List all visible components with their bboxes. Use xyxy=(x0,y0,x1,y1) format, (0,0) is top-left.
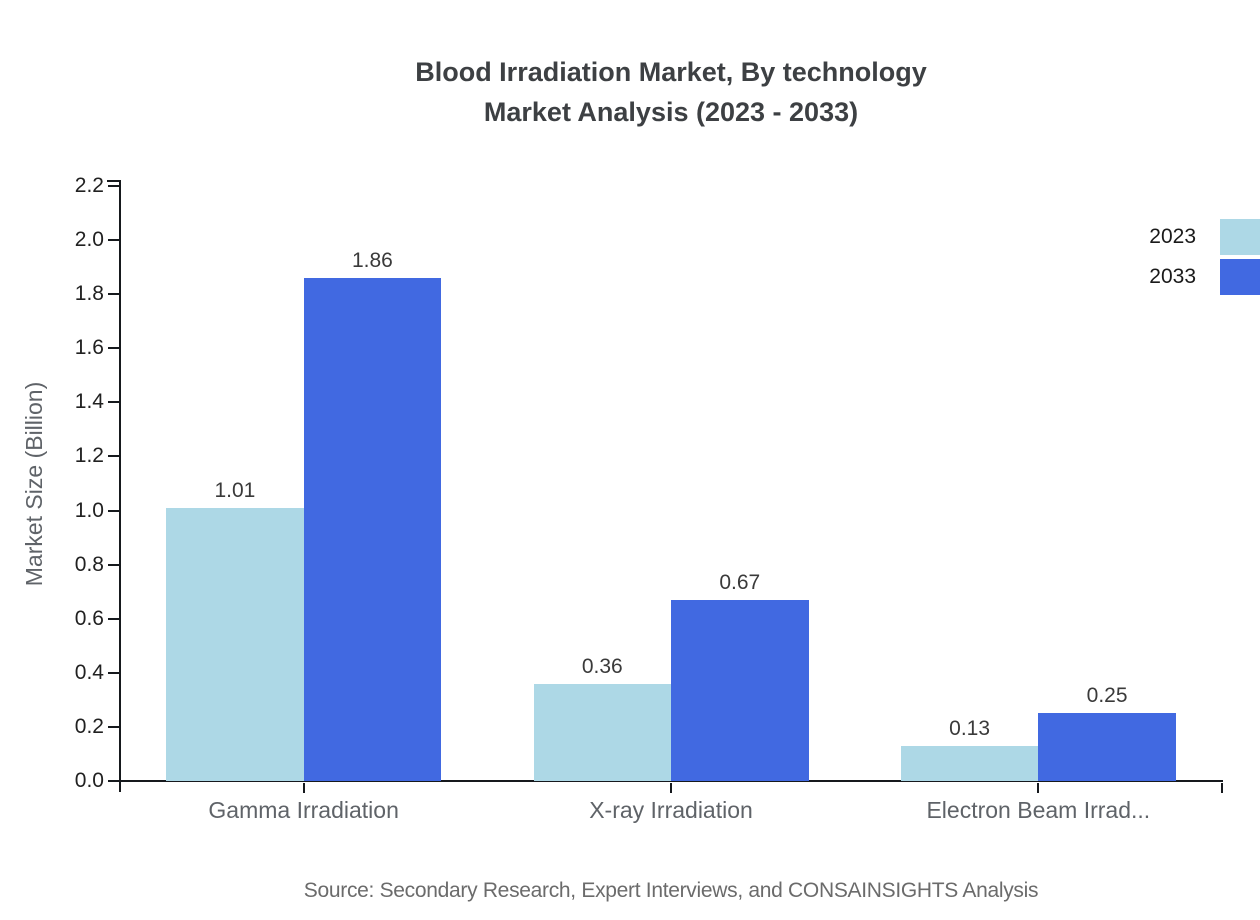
x-axis-category-label: Electron Beam Irrad... xyxy=(926,797,1151,823)
legend-label-2023: 2023 xyxy=(1149,225,1196,248)
bar-2023-Gamma Irradiation xyxy=(166,507,304,781)
x-axis-line xyxy=(108,780,1223,782)
bar-value-label: 0.36 xyxy=(581,654,623,678)
bar-value-label: 0.25 xyxy=(1086,684,1128,708)
y-axis-tick-label: 0.4 xyxy=(74,660,104,684)
y-axis-tick-label: 1.8 xyxy=(74,282,104,306)
y-axis-tick xyxy=(108,293,120,296)
y-axis-tick xyxy=(108,563,120,566)
y-axis-tick xyxy=(108,455,120,458)
bar-2033-Gamma Irradiation xyxy=(303,277,442,781)
legend-swatch-2023-icon xyxy=(1220,219,1260,255)
y-axis-tick-label: 1.0 xyxy=(74,498,104,522)
y-axis-tick-label: 0.2 xyxy=(74,714,104,738)
y-axis-tick xyxy=(108,401,120,404)
y-axis-tick xyxy=(108,347,120,350)
bar-value-label: 1.86 xyxy=(351,248,393,272)
x-axis-end-tick-right xyxy=(1221,783,1223,793)
bar-value-label: 0.67 xyxy=(719,570,761,594)
y-axis-tick xyxy=(108,617,120,620)
x-axis-category-label: Gamma Irradiation xyxy=(208,797,399,823)
y-axis-tick-label: 1.4 xyxy=(74,390,104,414)
y-axis-tick-label: 2.2 xyxy=(74,174,104,197)
y-axis-tick-label: 0.6 xyxy=(74,606,104,630)
y-axis-top-cap xyxy=(107,180,121,182)
x-axis-tick xyxy=(1037,783,1040,793)
y-axis-tick-label: 1.2 xyxy=(74,444,104,468)
bar-value-label: 0.13 xyxy=(949,716,991,740)
bar-2023-X-ray Irradiation xyxy=(533,683,671,781)
y-axis-tick xyxy=(108,185,120,187)
bar-2033-X-ray Irradiation xyxy=(671,599,809,781)
y-axis-line xyxy=(119,181,121,792)
y-axis-tick xyxy=(108,671,120,674)
x-axis-tick xyxy=(302,783,305,793)
chart-title-line2: Market Analysis (2023 - 2033) xyxy=(483,97,859,127)
chart-title: Blood Irradiation Market, By technology … xyxy=(120,52,1222,132)
x-axis-category-label: X-ray Irradiation xyxy=(589,797,753,823)
legend-item-2033: 2033 xyxy=(1096,259,1260,295)
y-axis-tick-label: 1.6 xyxy=(74,336,104,360)
legend-label-2033: 2033 xyxy=(1149,265,1196,288)
legend-item-2023: 2023 xyxy=(1096,219,1260,255)
y-axis-tick-label: 2.0 xyxy=(74,228,104,252)
y-axis-tick xyxy=(108,780,120,782)
chart-title-line1: Blood Irradiation Market, By technology xyxy=(415,57,927,87)
y-axis-tick xyxy=(108,725,120,728)
legend-swatch-2033-icon xyxy=(1220,259,1260,295)
x-axis-tick xyxy=(670,783,672,793)
y-axis-tick-label: 0.8 xyxy=(74,552,104,576)
bar-value-label: 1.01 xyxy=(214,478,256,502)
bar-2023-Electron Beam Irrad... xyxy=(900,745,1039,781)
y-axis-tick xyxy=(108,239,120,242)
y-axis-tick xyxy=(108,509,120,512)
source-attribution: Source: Secondary Research, Expert Inter… xyxy=(303,879,1039,902)
y-axis-tick-label: 0.0 xyxy=(74,769,104,792)
bar-2033-Electron Beam Irrad... xyxy=(1038,713,1176,781)
